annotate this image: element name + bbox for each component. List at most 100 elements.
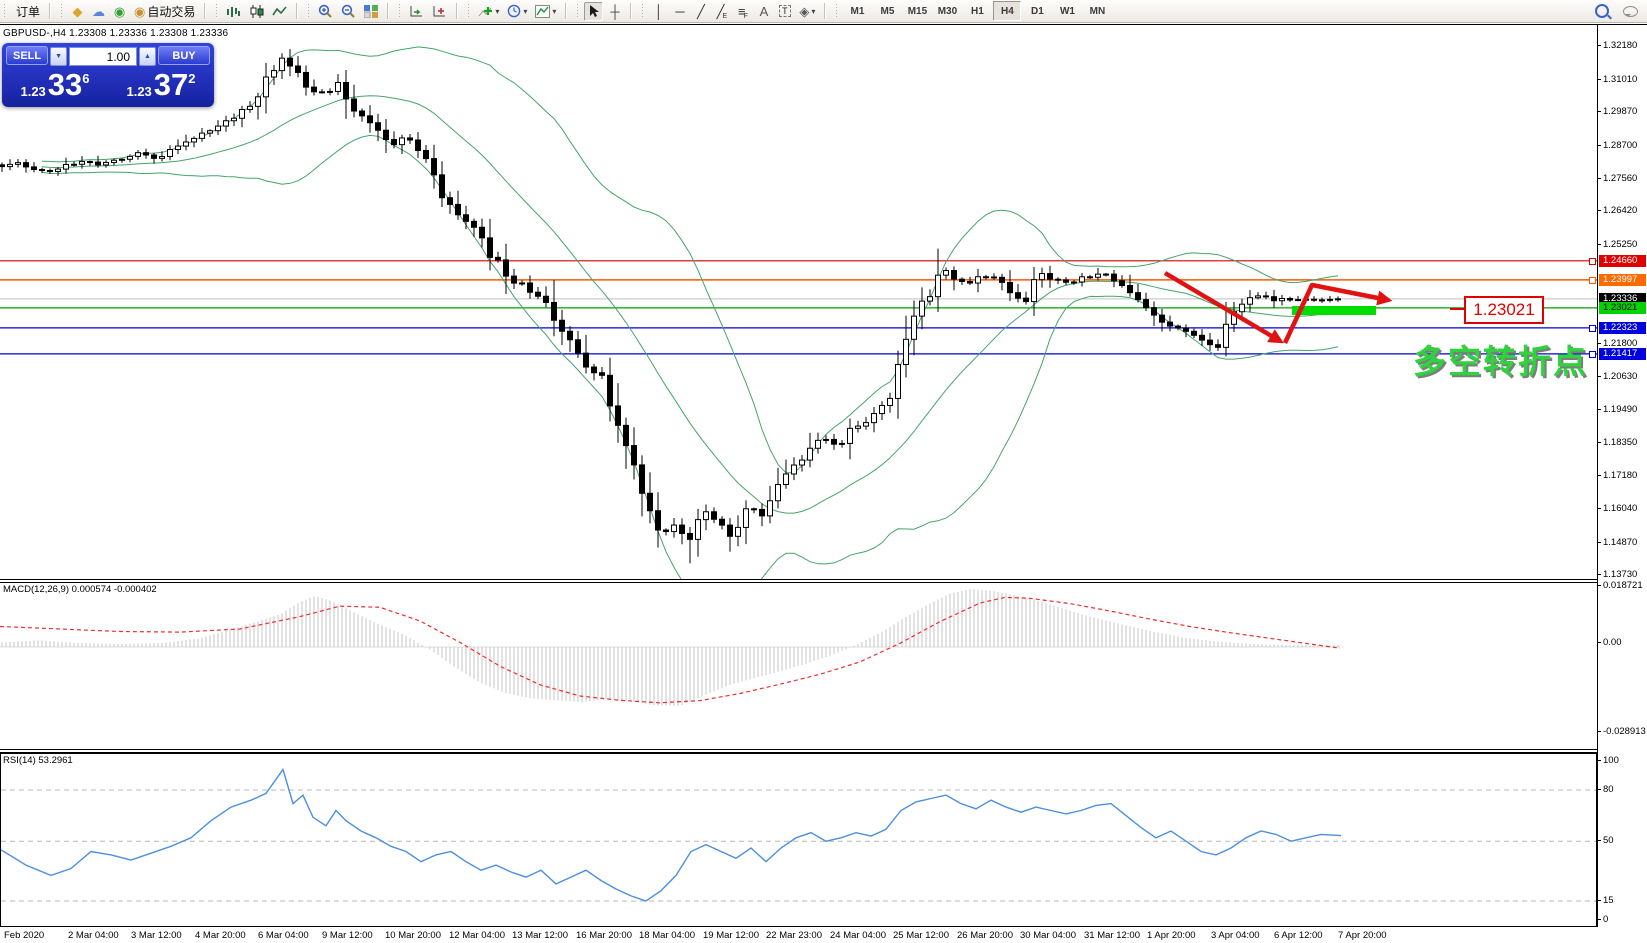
rsi-value: 53.2961 (38, 755, 73, 766)
price-axis-tick (1598, 111, 1601, 112)
volume-input[interactable]: 1.00 (69, 47, 137, 66)
toolbar-separator (630, 3, 633, 19)
toolbar-grip (467, 3, 471, 19)
time-axis-label: 1 Apr 20:00 (1147, 930, 1196, 941)
pane-splitter-2[interactable] (0, 749, 1647, 753)
auto-scroll-button[interactable] (406, 2, 427, 21)
time-axis[interactable]: Feb 2020 2 Mar 04:00 3 Mar 12:00 4 Mar 20:0… (0, 927, 1597, 943)
price-axis-tick (1598, 244, 1601, 245)
sell-button[interactable]: SELL (6, 46, 49, 65)
price-axis-label: 1.28700 (1603, 140, 1638, 151)
price-axis[interactable]: 1.32180 1.31010 1.29870 1.28700 1.27560 1.264… (1597, 25, 1647, 927)
trendline-button[interactable]: ╱ (691, 2, 710, 21)
order-ticket-icon[interactable]: ◆ (68, 2, 87, 21)
pane-splitter[interactable] (0, 579, 1647, 583)
timeframe-mn[interactable]: MN (1089, 5, 1106, 17)
price-axis-tick (1598, 343, 1601, 344)
line-chart-button[interactable] (269, 2, 290, 21)
buy-button[interactable]: BUY (158, 46, 210, 65)
timeframe-d1[interactable]: D1 (1031, 5, 1044, 17)
price-axis-label: 1.20630 (1603, 371, 1638, 382)
rsi-name: RSI(14) (3, 755, 36, 766)
price-axis-tick (1598, 210, 1601, 211)
indicators-button[interactable]: ▾ (475, 2, 502, 21)
sell-price-button[interactable]: 1.23 33 6 (2, 67, 108, 107)
time-axis-label: 22 Mar 23:00 (766, 930, 822, 941)
chart-window[interactable]: GBPUSD-,H4 1.23308 1.23336 1.23308 1.233… (0, 24, 1647, 943)
price-axis-label: 1.13730 (1603, 569, 1638, 580)
community-icon[interactable]: ☁ (89, 2, 108, 21)
timeframe-m1[interactable]: M1 (850, 5, 865, 17)
time-axis-label: 13 Mar 12:00 (512, 930, 568, 941)
vertical-line-button[interactable]: │ (649, 2, 668, 21)
line-chart-button-icon (272, 5, 287, 18)
horizontal-line-button[interactable]: ─ (670, 2, 689, 21)
new-order-button[interactable]: 订单 (11, 2, 43, 21)
line-handle[interactable] (1589, 325, 1596, 333)
time-axis-label: 25 Mar 12:00 (893, 930, 949, 941)
text-button[interactable]: A (754, 2, 773, 21)
time-axis-label: 24 Mar 04:00 (830, 930, 886, 941)
price-callout-box[interactable]: 1.23021 (1464, 296, 1544, 324)
crosshair-button[interactable]: ┼ (605, 2, 624, 21)
equidistant-channel-button[interactable]: ╱ E (712, 2, 731, 21)
text-button-icon: A (759, 3, 769, 19)
time-axis-label: 6 Mar 04:00 (258, 930, 309, 941)
text-label-button[interactable]: T (775, 2, 794, 21)
ask-prefix: 1.23 (126, 84, 152, 99)
candlestick-chart-button-icon (249, 4, 264, 18)
rsi-axis-label: 80 (1603, 784, 1614, 795)
main-toolbar: 订单 ◆ ☁ ◉ ◉ 自动交易 ▾ ▾ ▾ ┼ │ ─ ╱ ╱ E ≡ F A T ◈ ▾ M1 M5 M15 M30 H1 H4 D… (0, 0, 1647, 23)
timeframe-m15[interactable]: M15 (907, 5, 928, 17)
price-tag-1.23336: 1.23336 (1599, 292, 1646, 305)
periods-button-icon (507, 4, 521, 18)
time-axis-label: 10 Mar 20:00 (385, 930, 441, 941)
price-axis-tick (1598, 376, 1601, 377)
line-handle[interactable] (1589, 277, 1596, 285)
time-axis-label: 12 Mar 04:00 (449, 930, 505, 941)
timeframe-m30[interactable]: M30 (937, 5, 958, 17)
volume-increase-button[interactable]: ▲ (139, 47, 156, 66)
signals-icon[interactable]: ◉ (110, 2, 129, 21)
bar-chart-button[interactable] (223, 2, 244, 21)
turning-point-annotation[interactable]: 多空转折点 (1413, 343, 1588, 380)
price-axis-label: 1.19490 (1603, 404, 1638, 415)
line-handle[interactable] (1589, 258, 1596, 266)
timeframe-w1[interactable]: W1 (1059, 5, 1075, 17)
buy-price-button[interactable]: 1.23 37 2 (108, 67, 214, 107)
zoom-in-button[interactable] (315, 2, 336, 21)
community-icon-icon: ☁ (92, 3, 106, 19)
candlestick-chart-button[interactable] (246, 2, 267, 21)
price-axis-label: 1.32180 (1603, 40, 1638, 51)
timeframe-h1[interactable]: H1 (971, 5, 984, 17)
timeframe-m5[interactable]: M5 (880, 5, 895, 17)
arrows-button[interactable]: ◈ ▾ (796, 2, 818, 21)
autotrading-button[interactable]: ◉ 自动交易 (131, 2, 198, 21)
bar-chart-button-icon (226, 5, 241, 18)
macd-axis-label: -0.028913 (1603, 726, 1646, 737)
time-axis-label: 3 Apr 04:00 (1211, 930, 1260, 941)
time-axis-label: 31 Mar 12:00 (1084, 930, 1140, 941)
price-axis-label: 1.26420 (1603, 205, 1638, 216)
line-handle[interactable] (1589, 351, 1596, 359)
zoom-out-button[interactable] (338, 2, 359, 21)
macd-axis-tick (1598, 731, 1601, 732)
macd-pane[interactable] (0, 582, 1597, 749)
fibonacci-button[interactable]: ≡ F (733, 2, 752, 21)
periods-button[interactable]: ▾ (504, 2, 530, 21)
volume-decrease-button[interactable]: ▼ (50, 47, 68, 66)
search-button[interactable] (1592, 2, 1612, 21)
rsi-pane[interactable] (0, 753, 1597, 927)
cursor-button[interactable] (584, 1, 604, 21)
ask-big-digits: 37 (153, 67, 189, 102)
toolbar-grip (835, 3, 839, 19)
chat-button[interactable] (1620, 2, 1641, 21)
chart-shift-button[interactable] (429, 2, 450, 21)
timeframe-h4[interactable]: H4 (993, 1, 1022, 21)
ask-pipette: 2 (188, 71, 196, 86)
price-chart-pane[interactable] (0, 25, 1597, 579)
tile-windows-button[interactable] (361, 2, 381, 21)
price-axis-tick (1598, 574, 1601, 575)
templates-button[interactable]: ▾ (532, 2, 559, 21)
fibonacci-button-letter: F (743, 12, 748, 20)
